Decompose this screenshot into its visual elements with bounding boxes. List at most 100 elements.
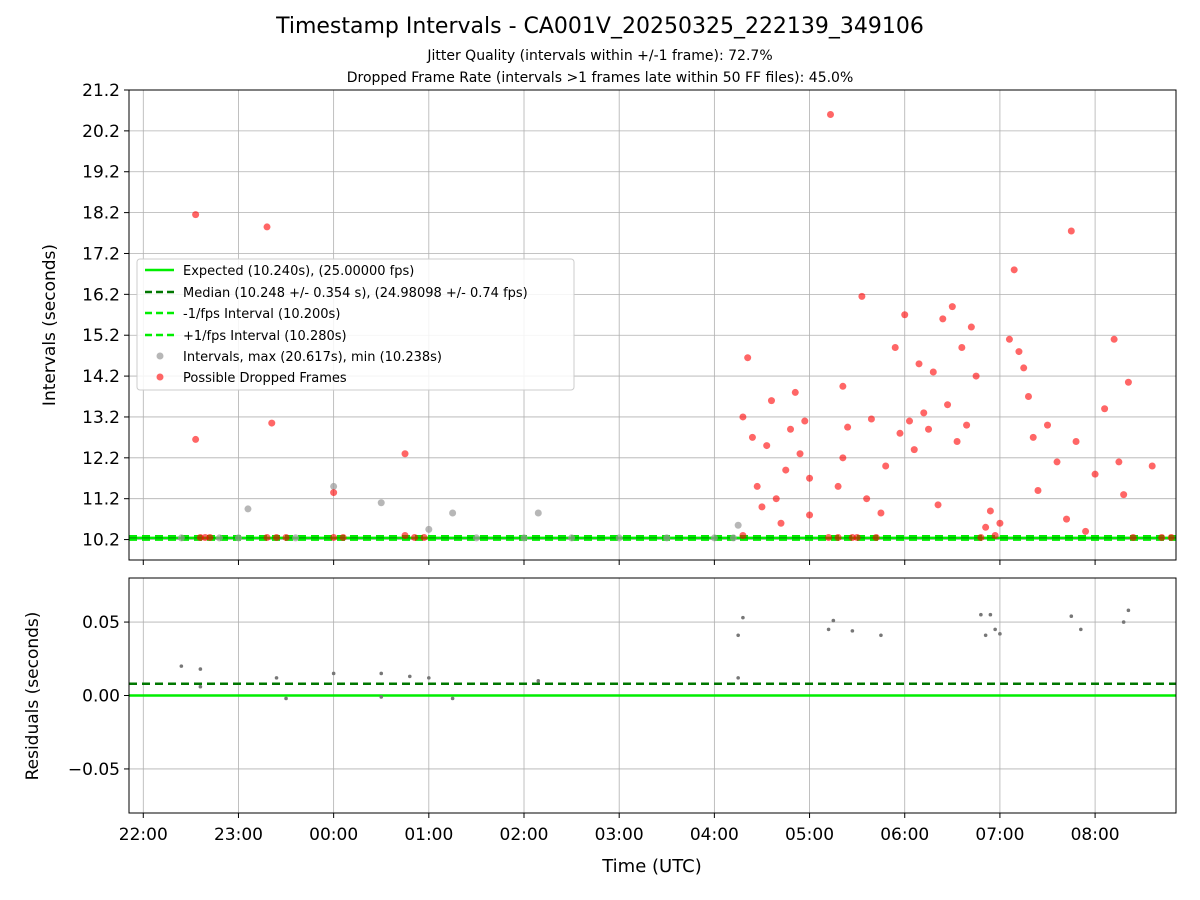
interval-point (615, 534, 623, 542)
residual-point (736, 676, 740, 680)
dropped-frame-point (782, 466, 790, 474)
dropped-frame-point (839, 382, 847, 390)
dropped-frame-point (1115, 458, 1123, 466)
dropped-frame-point (739, 413, 747, 421)
dropped-frame-point (944, 401, 952, 409)
dropped-frame-point (273, 534, 281, 542)
dropped-frame-point (929, 368, 937, 376)
interval-point (710, 534, 718, 542)
residual-point (1079, 627, 1083, 632)
dropped-frame-point (939, 315, 947, 323)
residual-point (198, 684, 203, 689)
dropped-frame-point (877, 509, 885, 517)
bottom-y-tick-label: 0.00 (82, 687, 120, 707)
dropped-frame-point (953, 437, 961, 445)
dropped-frame-point (1053, 458, 1061, 466)
interval-point (534, 509, 542, 517)
top-y-tick-label: 10.2 (82, 531, 120, 551)
x-tick-label: 00:00 (309, 825, 358, 845)
dropped-frame-point (891, 343, 899, 351)
dropped-frame-point (986, 507, 994, 515)
dropped-frame-point (1129, 534, 1137, 542)
bottom-y-tick-label: −0.05 (68, 760, 120, 780)
dropped-frame-point (825, 534, 833, 542)
residual-point (198, 667, 203, 671)
residual-point (379, 671, 384, 676)
dropped-frame-point (739, 531, 747, 539)
interval-point (449, 509, 457, 517)
residual-point (179, 664, 184, 668)
interval-point (520, 534, 528, 542)
bottom-y-axis-label: Residuals (seconds) (23, 612, 43, 781)
axes-layer: Intervals (seconds) Residuals (seconds) … (23, 81, 1177, 877)
legend-median-label: Median (10.248 +/- 0.354 s), (24.98098 +… (183, 286, 528, 301)
dropped-frame-point (806, 511, 814, 519)
legend-expected-label: Expected (10.240s), (25.00000 fps) (183, 264, 414, 279)
residual-point (831, 618, 836, 623)
legend-minus-fps-label: -1/fps Interval (10.200s) (183, 307, 340, 322)
dropped-frame-point (901, 311, 909, 319)
dropped-frame-point (796, 450, 804, 458)
interval-point (215, 534, 223, 542)
top-y-tick-label: 18.2 (82, 204, 120, 224)
top-plot-frame (128, 89, 1177, 561)
residual-point (993, 627, 997, 632)
dropped-frame-point (806, 474, 814, 482)
interval-point (377, 499, 385, 507)
legend-plus-fps-label: +1/fps Interval (10.280s) (183, 329, 347, 344)
dropped-frame-point (1072, 437, 1080, 445)
dropped-frame-point (839, 454, 847, 462)
dropped-frame-point (192, 435, 200, 443)
dropped-frame-point (758, 503, 766, 511)
dropped-frame-point (905, 417, 913, 425)
interval-point (425, 525, 433, 533)
residual-point (274, 676, 279, 680)
top-y-tick-label: 11.2 (82, 490, 120, 510)
dropped-frame-point (767, 397, 775, 405)
x-tick-label: 08:00 (1071, 825, 1120, 845)
top-y-tick-label: 21.2 (82, 81, 120, 101)
x-tick-label: 02:00 (500, 825, 549, 845)
dropped-frame-point (1124, 378, 1132, 386)
dropped-frame-point (192, 211, 200, 219)
dropped-frame-point (1082, 527, 1090, 535)
dropped-frame-point (834, 482, 842, 490)
x-tick-label: 07:00 (975, 825, 1024, 845)
interval-point (734, 521, 742, 529)
dropped-frame-point (263, 223, 271, 231)
dropped-frame-point (977, 534, 985, 542)
dropped-frame-point (991, 531, 999, 539)
dropped-frame-point (1158, 534, 1166, 542)
dropped-frame-point (1010, 266, 1018, 274)
top-y-axis-label: Intervals (seconds) (40, 244, 60, 406)
dropped-frame-point (963, 421, 971, 429)
dropped-frame-point (844, 423, 852, 431)
residual-point (983, 633, 988, 638)
legend-box (136, 258, 575, 391)
top-y-tick-label: 17.2 (82, 244, 120, 264)
legend-intervals-label: Intervals, max (20.617s), min (10.238s) (183, 350, 442, 365)
dropped-frame-point (910, 446, 918, 454)
bottom-y-tick-label: 0.05 (82, 613, 120, 633)
residual-point (988, 612, 993, 617)
dropped-frame-point (420, 534, 428, 542)
top-y-tick-label: 15.2 (82, 326, 120, 346)
dropped-frame-point (763, 442, 771, 450)
dropped-frame-point (1029, 433, 1037, 441)
interval-point (234, 534, 242, 542)
dropped-frame-point (826, 111, 834, 119)
dropped-frame-point (206, 534, 214, 542)
dropped-frame-point (867, 415, 875, 423)
dropped-frame-point (996, 519, 1004, 527)
interval-point (244, 505, 252, 513)
dropped-frame-point (744, 354, 752, 362)
legend-dropped-label: Possible Dropped Frames (183, 371, 347, 386)
interval-point (177, 534, 185, 542)
dropped-frame-point (948, 303, 956, 311)
dropped-frame-point (1015, 348, 1023, 356)
dropped-frame-point (268, 419, 276, 427)
dropped-frame-point (1148, 462, 1156, 470)
x-tick-label: 04:00 (690, 825, 739, 845)
dropped-frame-point (958, 343, 966, 351)
x-tick-label: 22:00 (119, 825, 168, 845)
